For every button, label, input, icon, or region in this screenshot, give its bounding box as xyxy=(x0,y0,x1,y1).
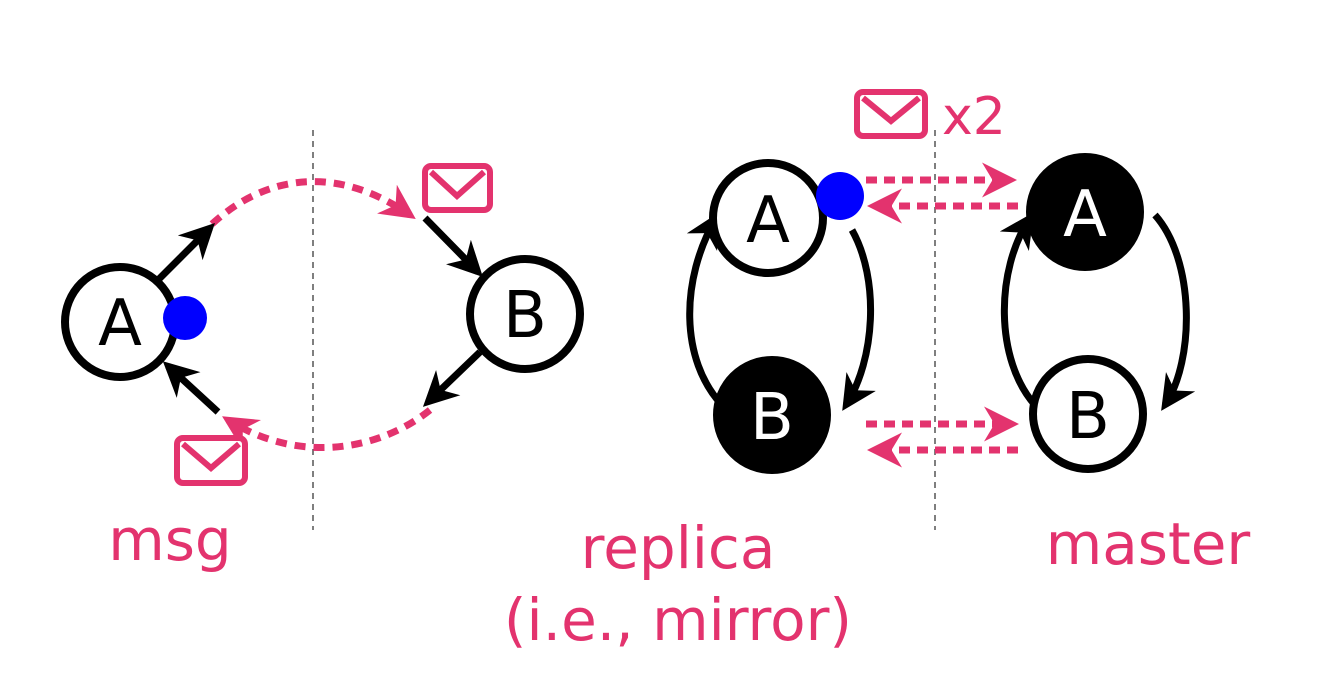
replica-cycle-left xyxy=(686,211,725,408)
arrow-a-in xyxy=(162,361,221,415)
caption-msg: msg xyxy=(108,506,232,574)
caption-replica: replica xyxy=(581,514,776,582)
node-b-left-label: B xyxy=(503,279,547,353)
replica-node-a: A xyxy=(709,159,827,277)
caption-master: master xyxy=(1046,510,1251,578)
replica-cycle-right xyxy=(842,228,876,411)
master-node-a-label: A xyxy=(1063,178,1107,252)
envelope-icon xyxy=(174,435,248,486)
replica-node-b-label: B xyxy=(750,381,794,455)
msg-path-top xyxy=(209,178,416,227)
node-b-left: B xyxy=(466,255,584,373)
master-node-b: B xyxy=(1029,355,1147,473)
replica-node-a-label: A xyxy=(746,184,790,258)
msg-path-bottom xyxy=(222,407,433,452)
replica-node-b: B xyxy=(713,356,831,474)
caption-replica-note: (i.e., mirror) xyxy=(504,586,852,654)
pointer-dot-left xyxy=(163,296,207,340)
node-a-left: A xyxy=(61,263,179,381)
arrow-a-out xyxy=(155,223,215,283)
master-node-b-label: B xyxy=(1066,380,1110,454)
master-cycle-left xyxy=(999,212,1038,408)
node-a-left-label: A xyxy=(98,287,142,361)
envelope-icon xyxy=(854,89,928,139)
envelope-multiplier: x2 xyxy=(942,87,1006,147)
arrow-b-out xyxy=(422,349,483,407)
envelope-icon xyxy=(422,163,493,213)
master-cycle-right xyxy=(1152,212,1196,411)
arrow-b-in xyxy=(422,215,483,277)
master-node-a: A xyxy=(1026,153,1144,271)
pointer-dot-replica xyxy=(816,172,864,220)
